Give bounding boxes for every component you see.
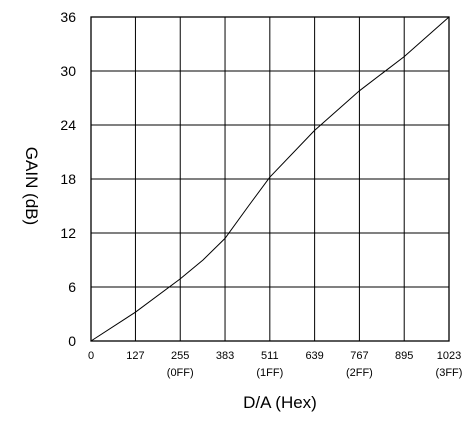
x-tick-hex-label: (2FF) bbox=[346, 367, 373, 379]
x-tick-label: 0 bbox=[88, 350, 94, 362]
x-tick-label: 767 bbox=[350, 350, 368, 362]
y-tick-label: 0 bbox=[68, 333, 76, 349]
y-tick-label: 36 bbox=[60, 9, 76, 25]
x-tick-label: 895 bbox=[395, 350, 413, 362]
y-tick-label: 6 bbox=[68, 279, 76, 295]
y-axis-title: GAIN (dB) bbox=[22, 147, 41, 225]
x-tick-hex-label: (3FF) bbox=[436, 367, 463, 379]
x-tick-label: 639 bbox=[305, 350, 323, 362]
x-tick-labels: 0 127 255 (0FF) 383 511 (1FF) 639 767 (2FF) 895 102… bbox=[88, 350, 463, 379]
grid-lines bbox=[91, 17, 449, 341]
x-tick-label: 255 bbox=[171, 350, 189, 362]
x-tick-label: 511 bbox=[261, 350, 279, 362]
x-axis-title: D/A (Hex) bbox=[243, 393, 317, 412]
y-tick-label: 12 bbox=[60, 225, 76, 241]
gain-curve bbox=[90, 16, 450, 342]
y-tick-labels: 0 6 12 18 24 30 36 bbox=[60, 9, 76, 349]
y-tick-label: 24 bbox=[60, 117, 76, 133]
x-tick-label: 127 bbox=[126, 350, 144, 362]
y-tick-label: 30 bbox=[60, 63, 76, 79]
x-tick-hex-label: (0FF) bbox=[167, 367, 194, 379]
y-tick-label: 18 bbox=[60, 171, 76, 187]
x-tick-label: 383 bbox=[216, 350, 234, 362]
x-tick-hex-label: (1FF) bbox=[256, 367, 283, 379]
x-tick-label: 1023 bbox=[437, 350, 461, 362]
